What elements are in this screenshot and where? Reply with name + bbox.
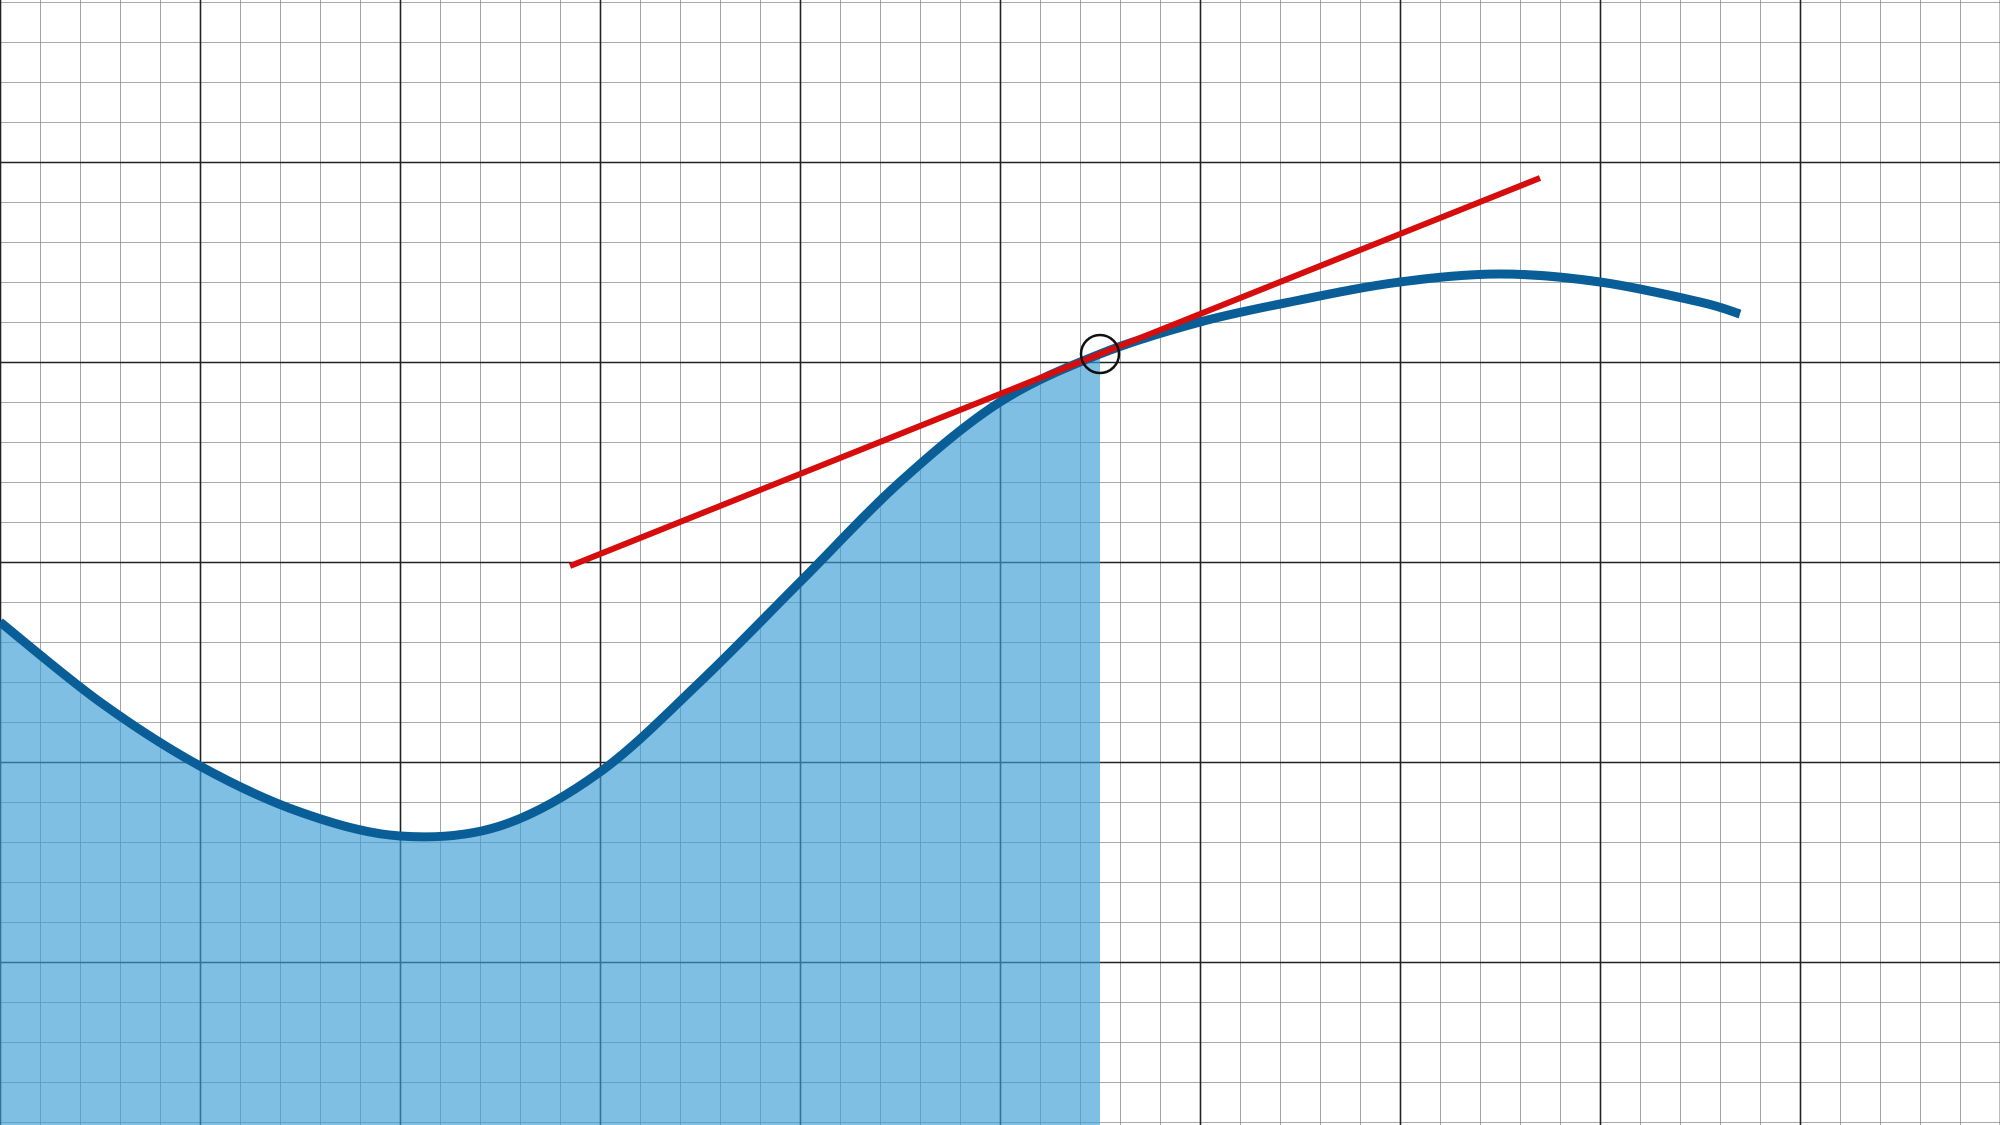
shaded-area-under-curve: [0, 354, 1100, 1125]
function-curve[interactable]: [0, 269, 1742, 842]
tangent-line[interactable]: [568, 175, 1542, 569]
tangent-point-marker[interactable]: [1079, 333, 1121, 375]
